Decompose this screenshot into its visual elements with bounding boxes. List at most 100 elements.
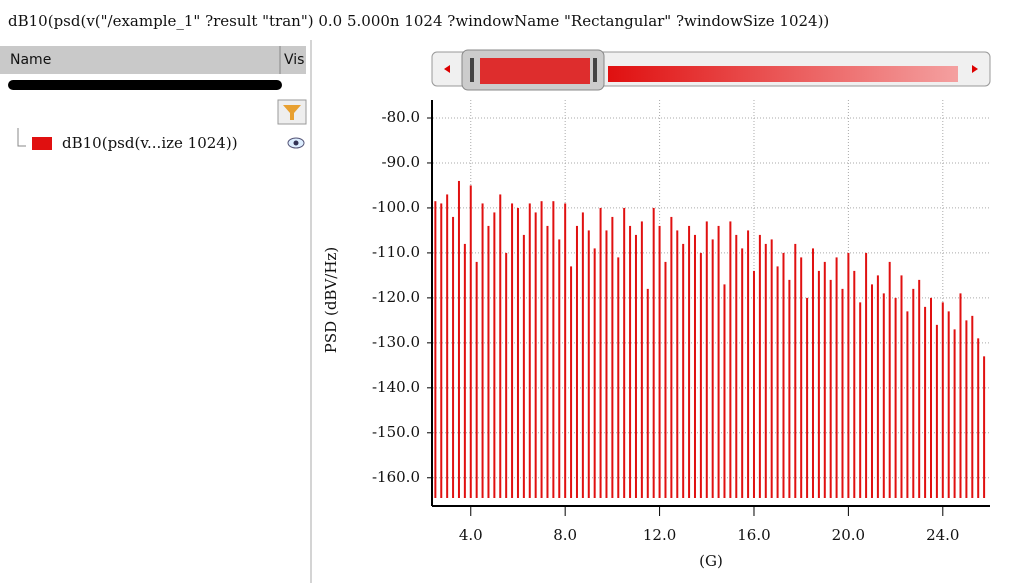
spectral-bar [876,275,879,498]
spectral-bar [546,225,549,498]
spectral-bar [570,266,573,498]
spectral-bar [764,243,767,498]
spectral-bar [540,201,543,498]
spectral-bar [469,185,472,498]
spectral-bar [440,203,443,498]
spectral-bar [452,216,455,498]
thumb-grip-right[interactable] [593,58,597,82]
spectral-bar [741,248,744,498]
spectral-bar [794,243,797,498]
spectral-bar [682,243,685,498]
y-tick-label: -90.0 [382,153,420,171]
spectral-bar [929,297,932,498]
spectral-bar [935,324,938,498]
spectral-bar [599,207,602,499]
x-tick-label: 20.0 [832,526,865,544]
spectral-bar [800,257,803,498]
spectral-bar [747,230,750,498]
scroll-left[interactable] [444,65,450,73]
y-tick-label: -80.0 [382,108,420,126]
spectral-bar [959,293,962,498]
spectral-bar [711,239,714,499]
y-tick-label: -130.0 [372,333,420,351]
spectral-bar [811,248,814,498]
spectral-bar [888,261,891,498]
search-bar[interactable] [8,80,282,90]
y-axis-label: PSD (dBV/Hz) [322,247,340,353]
spectral-bar [634,234,637,498]
spectral-bar [522,234,525,498]
spectral-bar [623,207,626,499]
spectral-bar [882,293,885,498]
spectral-bar [941,302,944,498]
x-axis-label: (G) [699,552,723,570]
spectral-bar [699,252,702,498]
spectral-bar [499,194,502,498]
spectral-bar [564,203,567,498]
spectral-bar [971,315,974,498]
spectral-bar [853,270,856,498]
spectral-bar [693,234,696,498]
y-tick-label: -100.0 [372,198,420,216]
spectral-bar [947,311,950,498]
window-title: dB10(psd(v("/example_1" ?result "tran") … [8,12,829,30]
spectral-bar [528,203,531,498]
x-tick-label: 24.0 [926,526,959,544]
x-tick-label: 12.0 [643,526,676,544]
spectral-bar [788,279,791,498]
y-tick-label: -120.0 [372,288,420,306]
trace-swatch [32,137,52,150]
panel-header [0,46,306,74]
x-tick-label: 4.0 [459,526,483,544]
spectral-bar [552,201,555,498]
y-tick-label: -150.0 [372,423,420,441]
spectral-bar [487,225,490,498]
vis-header[interactable]: Vis [284,52,304,68]
spectral-bar [688,225,691,498]
spectral-bar [865,252,868,498]
spectral-bar [735,234,738,498]
spectral-bar [640,221,643,499]
spectral-bar [705,221,708,499]
spectral-bar [587,230,590,498]
y-tick-label: -110.0 [372,243,420,261]
spectral-bar [516,207,519,499]
y-tick-label: -140.0 [372,378,420,396]
spectral-bar [575,225,578,498]
spectral-bar [906,311,909,498]
filter-icon [283,105,301,120]
spectral-bar [859,302,862,498]
spectral-bar [505,252,508,498]
spectral-bar [723,284,726,498]
spectral-bar [894,297,897,498]
spectral-bar [847,252,850,498]
scroll-right[interactable] [972,65,978,73]
spectral-bar [912,288,915,498]
spectral-bar [977,338,980,498]
name-header[interactable]: Name [10,52,51,68]
spectral-bar [823,261,826,498]
spectral-bar [918,279,921,498]
spectral-bar [758,234,761,498]
spectral-bar [605,230,608,498]
spectral-bar [835,257,838,498]
spectral-bar [617,257,620,498]
spectral-bar [870,284,873,498]
spectral-bar [806,297,809,498]
visibility-pupil [293,140,299,146]
thumb-grip-left[interactable] [470,58,474,82]
spectral-bar [511,203,514,498]
y-tick-label: -160.0 [372,468,420,486]
spectral-bar [611,216,614,498]
spectral-bar [965,320,968,498]
x-tick-label: 8.0 [553,526,577,544]
spectral-bar [983,356,986,498]
spectral-bar [481,203,484,498]
spectral-bar [924,306,927,498]
spectral-bar [752,270,755,498]
tree-line [17,128,26,147]
x-tick-label: 16.0 [737,526,770,544]
spectral-bar [434,201,437,498]
spectral-bar [593,248,596,498]
legend-entry[interactable]: dB10(psd(v...ize 1024)) [62,134,238,152]
